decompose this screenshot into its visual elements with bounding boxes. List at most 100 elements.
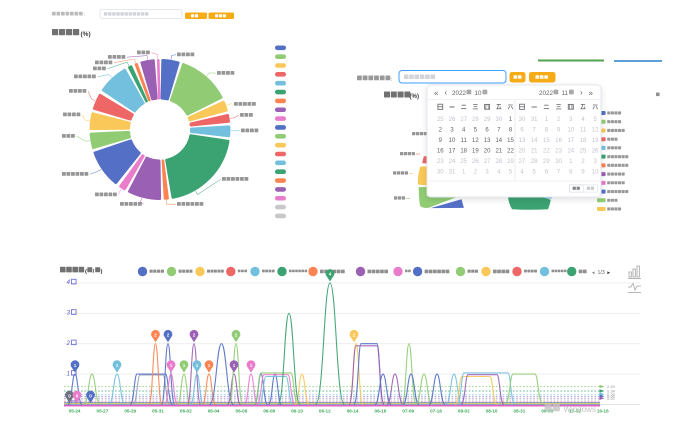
svg-text:1/3: 1/3 <box>598 270 605 276</box>
svg-text:8: 8 <box>569 170 573 176</box>
svg-text:): ) <box>101 269 103 275</box>
svg-text:«: « <box>434 89 439 98</box>
svg-text:1: 1 <box>250 363 253 368</box>
svg-text:25: 25 <box>580 149 587 155</box>
svg-text:(%): (%) <box>81 31 91 38</box>
svg-text:›: › <box>580 88 583 97</box>
svg-text:2: 2 <box>439 128 443 134</box>
svg-text:17: 17 <box>567 138 574 144</box>
svg-text:0.34: 0.34 <box>607 389 616 394</box>
svg-text:3: 3 <box>450 128 454 134</box>
svg-text:22: 22 <box>543 149 550 155</box>
svg-text:1: 1 <box>545 117 549 123</box>
svg-text:26: 26 <box>592 149 599 155</box>
svg-text:06-02: 06-02 <box>180 409 192 414</box>
svg-text:9: 9 <box>581 170 585 176</box>
svg-text:2: 2 <box>581 159 585 165</box>
svg-text:11: 11 <box>461 138 468 144</box>
svg-text:14: 14 <box>531 138 538 144</box>
svg-text:5: 5 <box>474 128 478 134</box>
svg-text:22: 22 <box>507 149 514 155</box>
svg-text:12: 12 <box>592 128 599 134</box>
svg-text:13: 13 <box>484 138 491 144</box>
svg-text:29: 29 <box>507 159 514 165</box>
svg-text:5: 5 <box>533 170 537 176</box>
svg-text:25: 25 <box>437 117 444 123</box>
svg-text:07-09: 07-09 <box>402 409 414 414</box>
svg-text:29: 29 <box>484 117 491 123</box>
svg-text:0.26: 0.26 <box>607 394 616 399</box>
svg-text:1: 1 <box>196 363 199 368</box>
svg-text:28: 28 <box>472 117 479 123</box>
svg-text:30: 30 <box>519 117 526 123</box>
svg-text:3: 3 <box>66 310 70 317</box>
svg-text:10: 10 <box>592 170 599 176</box>
svg-text:06-10: 06-10 <box>291 409 303 414</box>
svg-text:2: 2 <box>193 333 196 338</box>
svg-text:26: 26 <box>472 159 479 165</box>
svg-text:06-04: 06-04 <box>208 409 220 414</box>
svg-text:(: ( <box>85 269 87 275</box>
svg-text:30: 30 <box>555 159 562 165</box>
svg-text:2022: 2022 <box>539 90 554 97</box>
svg-text:4: 4 <box>520 170 524 176</box>
svg-text:9: 9 <box>439 138 443 144</box>
svg-text:7: 7 <box>497 128 501 134</box>
svg-text:10: 10 <box>449 138 456 144</box>
svg-text:11: 11 <box>580 128 587 134</box>
svg-text:2: 2 <box>154 333 157 338</box>
svg-text:27: 27 <box>460 117 467 123</box>
svg-text:4: 4 <box>581 117 585 123</box>
svg-text:28: 28 <box>531 159 538 165</box>
svg-text:30: 30 <box>495 117 502 123</box>
svg-text:3: 3 <box>485 170 489 176</box>
svg-text:19: 19 <box>472 149 479 155</box>
svg-text:1: 1 <box>509 117 513 123</box>
svg-text:1: 1 <box>116 363 119 368</box>
svg-text:17: 17 <box>449 149 456 155</box>
svg-text:7: 7 <box>557 170 561 176</box>
svg-text:24: 24 <box>567 149 574 155</box>
svg-text:21: 21 <box>495 149 502 155</box>
svg-text:9: 9 <box>557 128 561 134</box>
svg-text:10: 10 <box>567 128 574 134</box>
svg-text:14: 14 <box>495 138 502 144</box>
svg-text:05-29: 05-29 <box>124 409 136 414</box>
svg-text::: : <box>84 12 85 17</box>
svg-text:◄: ◄ <box>591 270 595 275</box>
svg-text:(%): (%) <box>410 93 420 100</box>
svg-text:06-12: 06-12 <box>319 409 331 414</box>
svg-text:0: 0 <box>68 393 71 398</box>
svg-text:05-31: 05-31 <box>152 409 164 414</box>
svg-text:10-02: 10-02 <box>569 409 581 414</box>
svg-text:11: 11 <box>562 90 569 97</box>
svg-text:20: 20 <box>484 149 491 155</box>
svg-text:0.22: 0.22 <box>607 396 616 401</box>
svg-text:3: 3 <box>569 117 573 123</box>
svg-text:29: 29 <box>543 159 550 165</box>
svg-text:2: 2 <box>167 333 170 338</box>
svg-text:1: 1 <box>170 363 173 368</box>
svg-text:»: » <box>589 89 594 98</box>
svg-text:1: 1 <box>462 170 466 176</box>
svg-text:31: 31 <box>531 117 538 123</box>
svg-text:0: 0 <box>89 393 92 398</box>
svg-text:15: 15 <box>507 138 514 144</box>
svg-text:5: 5 <box>509 170 513 176</box>
svg-text:‹: ‹ <box>445 88 448 97</box>
svg-text:12: 12 <box>472 138 479 144</box>
svg-text:16: 16 <box>555 138 562 144</box>
svg-text:05-24: 05-24 <box>69 409 81 414</box>
svg-text:19: 19 <box>592 138 599 144</box>
svg-text:23: 23 <box>555 149 562 155</box>
svg-text:4: 4 <box>329 272 332 277</box>
svg-text:13: 13 <box>519 138 526 144</box>
svg-text:28: 28 <box>495 159 502 165</box>
svg-text:16: 16 <box>437 149 444 155</box>
svg-text:2: 2 <box>474 170 478 176</box>
svg-text:20: 20 <box>519 149 526 155</box>
svg-text:1: 1 <box>74 363 77 368</box>
svg-text:27: 27 <box>484 159 491 165</box>
svg-text:5: 5 <box>594 117 598 123</box>
svg-text:2: 2 <box>235 333 238 338</box>
